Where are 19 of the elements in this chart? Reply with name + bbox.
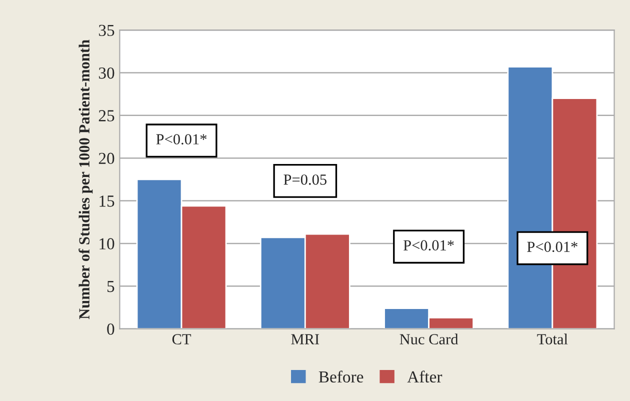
x-tick-label: Total (537, 334, 568, 344)
y-tick-label: 0 (107, 324, 114, 335)
annotation: P=0.05 (284, 174, 326, 185)
y-tick-label: 35 (98, 24, 114, 36)
y-tick-label: 30 (98, 67, 114, 79)
y-tick-label: 10 (100, 238, 114, 250)
y-tick-label: 20 (98, 152, 114, 164)
annotation: P<0.01* (527, 242, 578, 252)
legend-label: Before (318, 370, 364, 383)
x-tick-label: CT (172, 334, 192, 344)
y-tick-label: 15 (100, 196, 114, 207)
y-axis-title: Number of Studies per 1000 Patient-month (78, 40, 93, 320)
y-tick-label: 5 (107, 281, 114, 292)
y-tick-label: 25 (98, 110, 114, 122)
x-tick-label: Nuc Card (400, 334, 458, 344)
legend-label: After (407, 370, 442, 383)
annotation: P<0.01* (403, 240, 454, 251)
x-tick-label: MRI (291, 334, 320, 344)
annotation: P<0.01* (156, 134, 207, 144)
